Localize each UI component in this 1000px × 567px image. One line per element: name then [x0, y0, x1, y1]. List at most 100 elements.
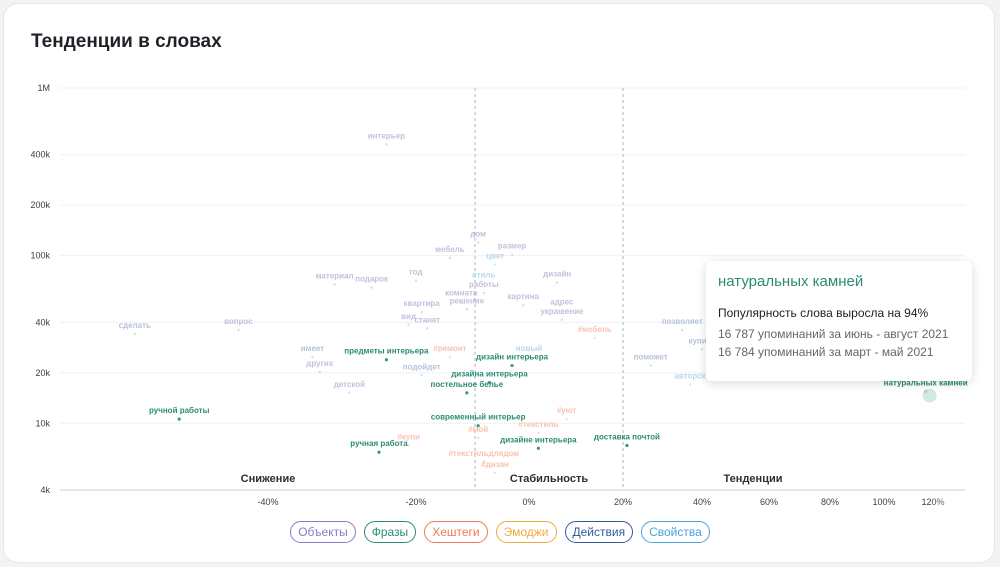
data-point-label[interactable]: #купи: [397, 433, 420, 442]
data-point-marker[interactable]: [476, 436, 480, 439]
data-point-label[interactable]: вид: [401, 312, 416, 321]
data-point-marker[interactable]: [522, 303, 525, 307]
data-point-marker[interactable]: [414, 279, 418, 282]
data-point-label[interactable]: размер: [498, 242, 527, 251]
data-point-label[interactable]: постельное белье: [431, 380, 504, 389]
data-point-label[interactable]: материал: [316, 272, 354, 281]
data-point-marker[interactable]: [487, 380, 492, 385]
data-point-label[interactable]: ручной работы: [149, 406, 210, 415]
data-point-marker[interactable]: [420, 310, 423, 314]
data-point-marker[interactable]: [311, 355, 314, 359]
data-point-marker[interactable]: [482, 460, 485, 463]
data-point-marker[interactable]: [537, 431, 540, 435]
data-point-marker[interactable]: [407, 323, 410, 327]
data-point-label[interactable]: дизайн: [543, 270, 571, 279]
data-point-label[interactable]: купить: [688, 336, 715, 345]
data-point-label[interactable]: сделать: [119, 321, 151, 330]
data-point-label[interactable]: картина: [508, 292, 540, 301]
data-point-label[interactable]: предметы интерьера: [344, 347, 429, 356]
data-point-label[interactable]: дом: [470, 230, 486, 239]
data-point-label[interactable]: #мебель: [578, 325, 612, 334]
legend-properties-button[interactable]: Свойства: [641, 521, 710, 543]
data-point-marker[interactable]: [177, 417, 181, 421]
data-point-marker[interactable]: [370, 286, 373, 289]
data-point-label[interactable]: #ремонт: [433, 344, 466, 353]
data-point-label[interactable]: новый: [516, 344, 542, 353]
data-point-marker[interactable]: [510, 363, 514, 368]
data-point-marker[interactable]: [465, 308, 469, 311]
data-point-marker[interactable]: [460, 300, 463, 303]
data-point-label[interactable]: мебель: [435, 245, 465, 254]
data-point-marker[interactable]: [476, 241, 480, 244]
data-point-marker[interactable]: [420, 374, 423, 377]
data-point-label[interactable]: цвет: [486, 252, 504, 261]
data-point-label[interactable]: #мой: [468, 425, 488, 434]
data-point-label[interactable]: ручная работа: [350, 439, 408, 448]
data-point-label[interactable]: #текстиль: [518, 420, 558, 429]
data-point-label[interactable]: дизайне интерьера: [500, 435, 577, 444]
data-point-marker[interactable]: [565, 417, 568, 421]
data-point-marker[interactable]: [482, 282, 485, 285]
data-point-label[interactable]: натуральных камней: [884, 379, 968, 388]
data-point-marker[interactable]: [448, 355, 452, 359]
data-point-marker[interactable]: [556, 281, 559, 284]
data-point-label[interactable]: #уют: [557, 406, 577, 415]
legend-objects-button[interactable]: Объекты: [290, 521, 356, 543]
data-point-marker[interactable]: [493, 471, 497, 475]
data-point-marker[interactable]: [133, 332, 136, 336]
data-point-label[interactable]: имеет: [301, 344, 325, 353]
data-point-label[interactable]: авторск: [674, 371, 706, 380]
data-point-label[interactable]: доставка почтой: [594, 433, 660, 442]
data-point-marker[interactable]: [448, 256, 452, 260]
data-point-label[interactable]: вопрос: [224, 317, 253, 326]
data-point-label[interactable]: украшение: [540, 307, 584, 316]
data-point-marker[interactable]: [510, 253, 514, 256]
data-point-label[interactable]: позволяет: [662, 317, 703, 326]
data-point-marker[interactable]: [385, 143, 388, 146]
data-point-marker[interactable]: [536, 446, 541, 450]
data-point-marker[interactable]: [377, 450, 381, 454]
data-point-label[interactable]: поможет: [634, 353, 668, 362]
data-point-label[interactable]: #текстильдлядом: [448, 449, 519, 458]
legend-hashtags-button[interactable]: Хештеги: [424, 521, 488, 543]
data-point-label[interactable]: работы: [469, 280, 499, 289]
data-point-marker[interactable]: [625, 443, 629, 448]
data-point-label[interactable]: квартира: [404, 299, 441, 308]
data-point-label[interactable]: современный интерьер: [431, 413, 526, 422]
data-point-marker[interactable]: [649, 364, 652, 367]
data-point-marker[interactable]: [482, 291, 485, 295]
data-point-label[interactable]: подойдет: [403, 362, 441, 371]
data-point-marker[interactable]: [560, 318, 564, 321]
data-point-marker[interactable]: [681, 328, 684, 332]
data-point-label[interactable]: #дизан: [481, 460, 509, 469]
legend-emoji-button[interactable]: Эмоджи: [495, 521, 557, 543]
data-point-label[interactable]: других: [306, 359, 334, 368]
data-point-marker[interactable]: [493, 263, 497, 266]
data-point-marker[interactable]: [318, 370, 321, 374]
data-point-marker[interactable]: [384, 358, 388, 362]
highlighted-point[interactable]: [922, 388, 937, 403]
data-point-label[interactable]: адрес: [550, 298, 574, 307]
legend-phrases-button[interactable]: Фразы: [363, 521, 417, 543]
data-point-marker[interactable]: [476, 424, 480, 428]
data-point-label[interactable]: решение: [450, 296, 485, 305]
data-point-marker[interactable]: [407, 444, 410, 447]
data-point-marker[interactable]: [593, 336, 596, 340]
data-point-marker[interactable]: [688, 383, 692, 386]
data-point-label[interactable]: стиль: [472, 271, 495, 280]
data-point-label[interactable]: дизайн интерьера: [476, 353, 549, 362]
legend-actions-button[interactable]: Действия: [564, 521, 634, 543]
data-point-marker[interactable]: [700, 348, 704, 351]
data-point-marker[interactable]: [527, 355, 531, 359]
data-point-label[interactable]: подарок: [355, 275, 389, 284]
data-point-label[interactable]: детской: [334, 380, 365, 389]
data-point-marker[interactable]: [237, 328, 240, 332]
data-point-marker[interactable]: [560, 309, 564, 312]
data-point-label[interactable]: год: [409, 268, 422, 277]
data-point-label[interactable]: дизайна интерьера: [451, 370, 528, 379]
data-point-marker[interactable]: [348, 391, 351, 395]
data-point-label[interactable]: станет: [414, 315, 440, 324]
data-point-marker[interactable]: [333, 283, 336, 286]
data-point-marker[interactable]: [465, 391, 469, 395]
data-point-marker[interactable]: [426, 327, 429, 330]
